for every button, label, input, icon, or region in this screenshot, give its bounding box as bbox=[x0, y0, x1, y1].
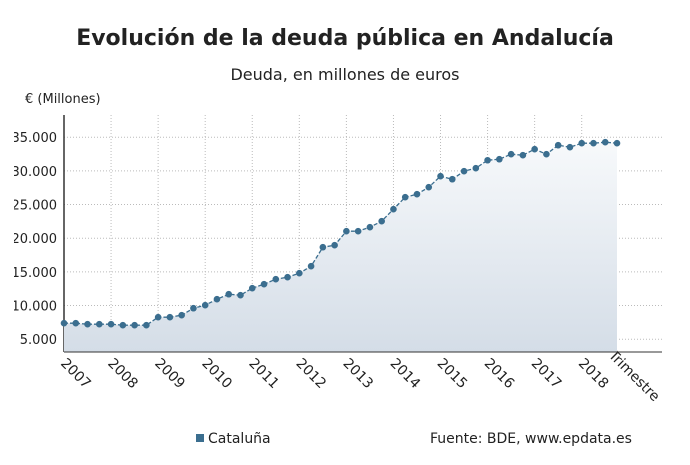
x-tick-label: 2010 bbox=[198, 356, 235, 393]
point bbox=[260, 280, 268, 288]
x-tick-label: 2011 bbox=[245, 356, 282, 393]
chart-subtitle: Deuda, en millones de euros bbox=[230, 65, 459, 84]
point bbox=[154, 313, 162, 321]
point bbox=[496, 155, 503, 163]
point bbox=[225, 290, 233, 298]
legend-swatch bbox=[196, 434, 204, 442]
y-tick-label: 25.000 bbox=[12, 199, 58, 214]
point bbox=[484, 156, 491, 164]
point bbox=[131, 321, 138, 329]
x-tick-label: 2009 bbox=[151, 356, 188, 393]
point bbox=[378, 217, 385, 225]
point bbox=[531, 145, 538, 153]
x-tick-label: 2007 bbox=[57, 356, 94, 393]
point bbox=[590, 139, 597, 147]
point bbox=[448, 175, 456, 183]
point bbox=[319, 243, 327, 251]
point bbox=[60, 319, 68, 327]
y-tick-label: 30.000 bbox=[12, 165, 58, 180]
point bbox=[119, 321, 127, 329]
y-axis-title: € (Millones) bbox=[25, 92, 101, 107]
point bbox=[272, 275, 280, 283]
source: Fuente: BDE, www.epdata.es bbox=[430, 431, 632, 447]
point bbox=[472, 164, 480, 172]
area bbox=[64, 142, 617, 352]
point bbox=[437, 172, 444, 180]
x-tick-label: 2013 bbox=[340, 356, 377, 393]
point bbox=[578, 139, 586, 147]
x-tick-label: 2014 bbox=[387, 356, 424, 393]
y-tick-label: 20.000 bbox=[12, 232, 58, 247]
point bbox=[425, 183, 433, 191]
x-tick-label: 2015 bbox=[434, 356, 471, 393]
point bbox=[519, 151, 527, 159]
point bbox=[543, 150, 550, 158]
point bbox=[401, 193, 409, 201]
point bbox=[390, 205, 397, 213]
point bbox=[237, 291, 244, 299]
point bbox=[566, 143, 574, 151]
point bbox=[601, 138, 609, 146]
x-tick-label: 2012 bbox=[292, 356, 329, 393]
y-tick-label: 5.000 bbox=[20, 333, 57, 348]
x-axis-title: Trimestre bbox=[604, 347, 662, 405]
point bbox=[166, 313, 174, 321]
x-tick-label: 2018 bbox=[575, 356, 612, 393]
point bbox=[343, 227, 350, 235]
point bbox=[460, 167, 468, 175]
point bbox=[296, 269, 303, 277]
point bbox=[95, 320, 103, 328]
y-tick-label: 35.000 bbox=[12, 131, 58, 146]
point bbox=[213, 295, 221, 303]
point bbox=[84, 320, 91, 328]
legend-label: Cataluña bbox=[208, 431, 271, 447]
y-tick-label: 10.000 bbox=[12, 300, 58, 315]
chart-title: Evolución de la deuda pública en Andaluc… bbox=[76, 26, 614, 51]
point bbox=[307, 262, 315, 270]
point bbox=[354, 227, 362, 235]
point bbox=[284, 273, 291, 281]
point bbox=[366, 223, 374, 231]
x-tick-label: 2008 bbox=[104, 356, 141, 393]
point bbox=[554, 141, 562, 149]
point bbox=[143, 321, 150, 329]
point bbox=[331, 241, 338, 249]
point bbox=[107, 320, 115, 328]
point bbox=[613, 139, 621, 147]
y-tick-labels: 5.000 10.000 15.000 20.000 25.000 30.000 35.00… bbox=[12, 131, 58, 348]
point bbox=[507, 150, 515, 158]
point bbox=[201, 301, 209, 309]
point bbox=[413, 190, 421, 198]
x-tick-label: 2016 bbox=[481, 356, 518, 393]
point bbox=[178, 311, 185, 319]
x-tick-label: 2017 bbox=[528, 356, 565, 393]
point bbox=[72, 319, 80, 327]
point bbox=[248, 284, 256, 292]
y-tick-label: 15.000 bbox=[12, 266, 58, 281]
point bbox=[190, 304, 197, 312]
